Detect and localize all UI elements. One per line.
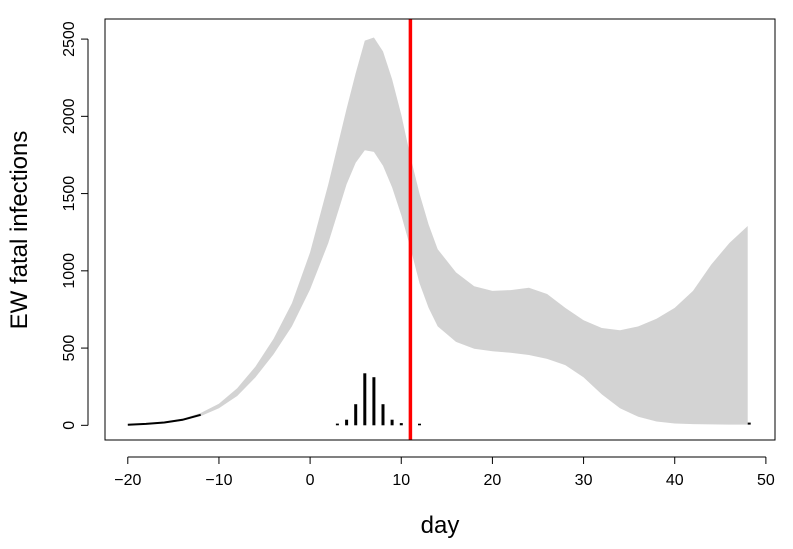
x-tick-label: 10 [392,472,410,489]
x-tick-label: 0 [306,472,315,489]
y-tick-label: 1500 [61,176,78,212]
y-tick-label: 0 [61,421,78,430]
x-tick-label: −20 [114,472,141,489]
x-tick-label: 20 [484,472,502,489]
plot-area [127,19,751,440]
y-tick-label: 2500 [61,21,78,57]
x-tick-label: 50 [757,472,775,489]
y-tick-label: 500 [61,335,78,362]
y-tick-label: 1000 [61,253,78,289]
x-tick-label: 40 [666,472,684,489]
plot-frame [104,18,776,441]
y-axis-title: EW fatal infections [6,131,33,330]
x-axis-title: day [421,512,460,539]
uncertainty-band [127,37,748,425]
central-line [127,413,201,426]
y-tick-label: 2000 [61,98,78,134]
x-tick-label: 30 [575,472,593,489]
x-tick-label: −10 [205,472,232,489]
